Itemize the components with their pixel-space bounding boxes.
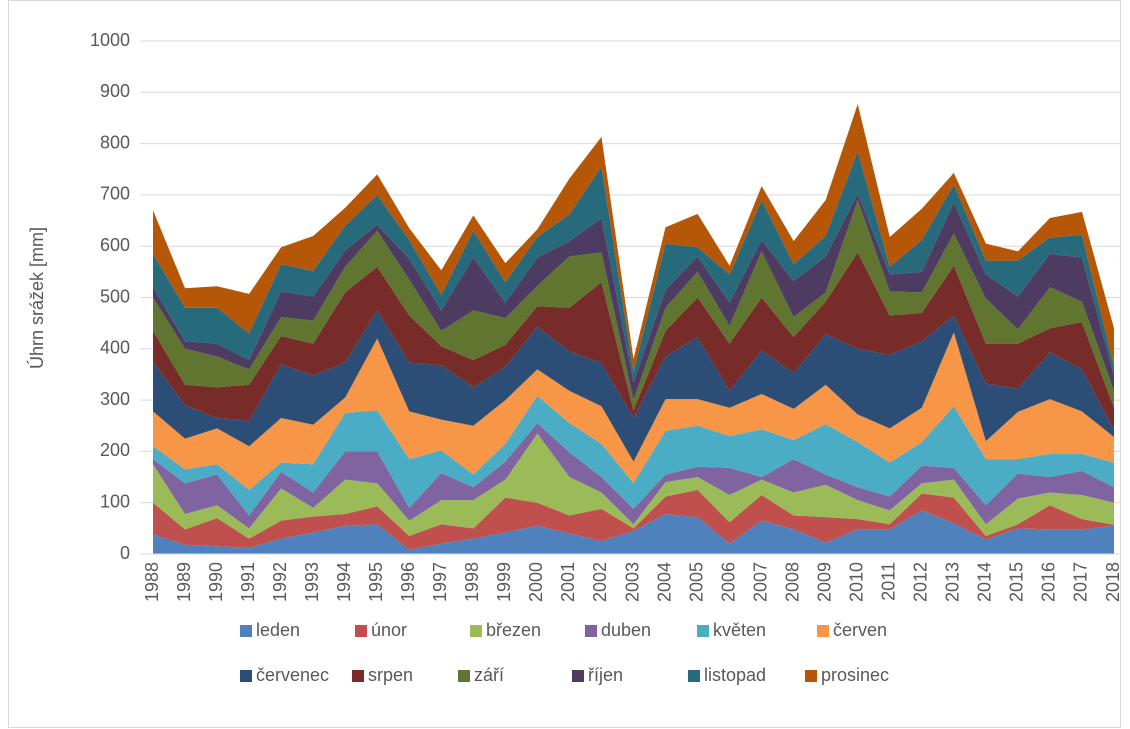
- x-tick-label: 2010: [846, 562, 866, 602]
- x-tick-label: 1997: [430, 562, 450, 602]
- legend-swatch: [470, 625, 482, 637]
- legend-swatch: [572, 670, 584, 682]
- x-tick-label: 1992: [270, 562, 290, 602]
- legend-label: květen: [713, 620, 766, 640]
- x-tick-label: 2001: [558, 562, 578, 602]
- y-tick-label: 900: [100, 81, 130, 101]
- y-tick-label: 500: [100, 286, 130, 306]
- x-tick-label: 1995: [366, 562, 386, 602]
- x-tick-label: 2002: [590, 562, 610, 602]
- x-tick-label: 2003: [622, 562, 642, 602]
- x-tick-label: 2007: [750, 562, 770, 602]
- y-tick-label: 100: [100, 491, 130, 511]
- x-tick-label: 2015: [1007, 562, 1027, 602]
- legend-swatch: [240, 670, 252, 682]
- x-tick-label: 2013: [943, 562, 963, 602]
- legend-label: listopad: [704, 665, 766, 685]
- legend-swatch: [352, 670, 364, 682]
- x-tick-label: 2011: [879, 562, 899, 601]
- legend-swatch: [805, 670, 817, 682]
- legend-label: září: [474, 665, 504, 685]
- x-tick-label: 2018: [1103, 562, 1123, 602]
- area: [153, 510, 1114, 554]
- x-tick-label: 2000: [526, 562, 546, 602]
- x-tick-label: 1993: [302, 562, 322, 602]
- x-tick-label: 1990: [206, 562, 226, 602]
- area: [153, 310, 1114, 462]
- legend-label: srpen: [368, 665, 413, 685]
- x-tick-label: 2008: [782, 562, 802, 602]
- y-tick-label: 200: [100, 440, 130, 460]
- x-tick-label: 2012: [911, 562, 931, 602]
- x-tick-label: 1988: [142, 562, 162, 602]
- area: [153, 423, 1114, 529]
- legend-swatch: [240, 625, 252, 637]
- y-tick-label: 700: [100, 184, 130, 204]
- legend-label: červenec: [256, 665, 329, 685]
- legend-label: únor: [371, 620, 407, 640]
- x-tick-label: 2009: [814, 562, 834, 602]
- x-tick-label: 2014: [975, 562, 995, 602]
- y-axis-label: Úhrn srážek [mm]: [26, 227, 47, 369]
- y-tick-label: 400: [100, 338, 130, 358]
- x-tick-label: 1999: [494, 562, 514, 602]
- area: [153, 489, 1114, 550]
- legend-label: březen: [486, 620, 541, 640]
- area: [153, 193, 1114, 401]
- area: [153, 332, 1114, 490]
- x-tick-label: 2006: [718, 562, 738, 602]
- x-tick-label: 1996: [398, 562, 418, 602]
- x-tick-label: 1998: [462, 562, 482, 602]
- legend-label: duben: [601, 620, 651, 640]
- legend-label: červen: [833, 620, 887, 640]
- y-tick-label: 0: [120, 543, 130, 563]
- legend-swatch: [688, 670, 700, 682]
- y-tick-label: 600: [100, 235, 130, 255]
- y-tick-label: 800: [100, 132, 130, 152]
- x-tick-label: 2017: [1071, 562, 1091, 602]
- area: [153, 104, 1114, 372]
- legend-swatch: [817, 625, 829, 637]
- legend-label: říjen: [588, 665, 623, 685]
- area: [153, 433, 1114, 539]
- legend-swatch: [697, 625, 709, 637]
- legend-swatch: [585, 625, 597, 637]
- x-tick-label: 2016: [1039, 562, 1059, 602]
- area: [153, 395, 1114, 516]
- legend-swatch: [458, 670, 470, 682]
- legend-label: prosinec: [821, 665, 889, 685]
- x-tick-label: 1994: [334, 562, 354, 602]
- y-tick-label: 300: [100, 389, 130, 409]
- x-tick-label: 2005: [686, 562, 706, 602]
- y-tick-label: 1000: [90, 30, 130, 50]
- area: [153, 200, 1114, 411]
- legend-swatch: [355, 625, 367, 637]
- area: [153, 151, 1114, 383]
- area: [153, 252, 1114, 430]
- x-tick-label: 1989: [174, 562, 194, 602]
- x-tick-label: 2004: [654, 562, 674, 602]
- x-tick-label: 1991: [238, 562, 258, 602]
- legend-label: leden: [256, 620, 300, 640]
